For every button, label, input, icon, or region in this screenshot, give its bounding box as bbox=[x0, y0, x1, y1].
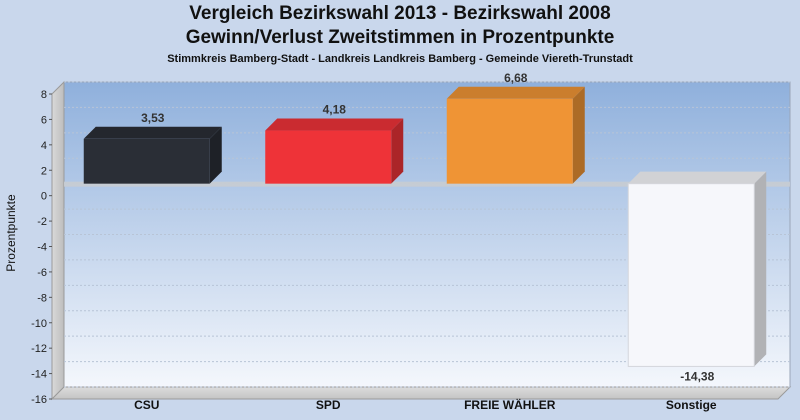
y-tick-label: 8 bbox=[41, 89, 47, 101]
zero-baseline bbox=[64, 181, 790, 187]
bar bbox=[627, 171, 767, 367]
chart-title-line2: Gewinn/Verlust Zweitstimmen in Prozentpu… bbox=[185, 27, 615, 48]
y-tick-label: -2 bbox=[37, 216, 47, 228]
bar bbox=[446, 86, 585, 184]
bar bbox=[83, 126, 222, 184]
y-tick-label: -16 bbox=[31, 394, 47, 406]
bar-side bbox=[754, 171, 767, 367]
bar-side bbox=[572, 86, 585, 184]
bar-top bbox=[83, 126, 222, 139]
y-tick-label: -4 bbox=[37, 242, 47, 254]
x-tick-label: Sonstige bbox=[666, 398, 717, 412]
bar-front bbox=[446, 98, 573, 184]
y-tick-label: 2 bbox=[41, 165, 47, 177]
data-labels: 3,53 4,18 6,68 -14,38 bbox=[141, 71, 715, 384]
chart-title: Vergleich Bezirkswahl 2013 - Bezirkswahl… bbox=[189, 3, 611, 24]
bar-front bbox=[265, 130, 392, 184]
bar-front bbox=[627, 183, 755, 367]
y-tick-label: 0 bbox=[41, 191, 47, 203]
data-label: 3,53 bbox=[141, 111, 165, 125]
data-label: 4,18 bbox=[323, 103, 347, 117]
left-wall bbox=[51, 80, 65, 401]
y-tick-label: -10 bbox=[31, 318, 47, 330]
x-tick-label: CSU bbox=[134, 398, 159, 412]
y-tick-label: -8 bbox=[37, 292, 47, 304]
bar-side bbox=[391, 118, 404, 184]
x-tick-label: SPD bbox=[316, 398, 341, 412]
y-tick-label: -14 bbox=[31, 369, 47, 381]
data-label: -14,38 bbox=[680, 369, 714, 383]
bars bbox=[83, 86, 767, 367]
data-label: 6,68 bbox=[504, 71, 528, 85]
y-tick-label: 6 bbox=[41, 114, 47, 126]
y-tick-label: 4 bbox=[41, 140, 47, 152]
y-tick-label: -6 bbox=[37, 267, 47, 279]
bar-side bbox=[209, 126, 222, 184]
zero-band bbox=[64, 181, 790, 187]
y-tick-label: -12 bbox=[31, 343, 47, 355]
bar-front bbox=[83, 138, 210, 184]
bar-top bbox=[628, 171, 767, 184]
y-axis-ticks: 8 6 4 2 0 -2 -4 -6 -8 -10 -12 -14 -16 bbox=[31, 89, 52, 406]
chart-subtitle: Stimmkreis Bamberg-Stadt - Landkreis Lan… bbox=[167, 53, 633, 65]
bar-top bbox=[446, 86, 585, 99]
x-axis-labels: CSU SPD FREIE WÄHLER Sonstige bbox=[134, 397, 717, 412]
x-tick-label: FREIE WÄHLER bbox=[464, 397, 556, 412]
bar bbox=[265, 118, 404, 184]
bar-top bbox=[265, 118, 404, 131]
